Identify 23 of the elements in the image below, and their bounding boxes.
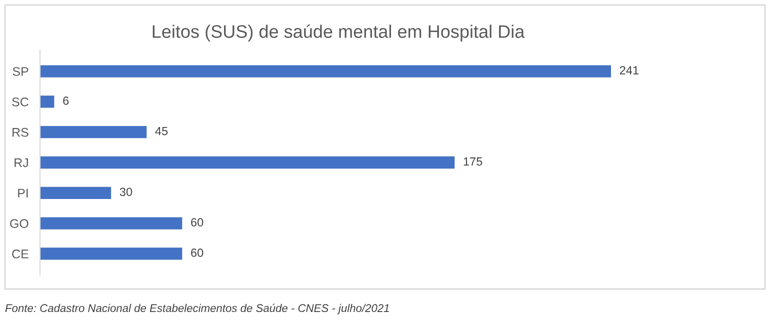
bar bbox=[40, 96, 54, 108]
y-tick-label: SP bbox=[12, 67, 28, 76]
bar bbox=[40, 126, 147, 138]
bar bbox=[40, 217, 182, 230]
y-tick-label: RJ bbox=[14, 158, 28, 168]
data-label: 60 bbox=[191, 218, 204, 226]
y-tick-label: PI bbox=[18, 188, 28, 198]
data-label: 45 bbox=[155, 127, 168, 136]
y-tick-label: RS bbox=[12, 128, 28, 137]
bar bbox=[40, 248, 182, 260]
data-label: 6 bbox=[63, 96, 69, 105]
y-tick-label: SC bbox=[12, 97, 28, 106]
bar bbox=[40, 156, 455, 169]
data-label: 241 bbox=[620, 66, 638, 74]
chart-title: Leitos (SUS) de saúde mental em Hospital Dia bbox=[152, 24, 525, 42]
y-tick-label: GO bbox=[10, 219, 28, 228]
y-tick-label: CE bbox=[12, 250, 28, 258]
bar bbox=[40, 65, 611, 78]
data-label: 175 bbox=[464, 157, 482, 166]
bar bbox=[40, 186, 112, 199]
data-label: 30 bbox=[120, 188, 132, 196]
source-note: Fonte: Cadastro Nacional de Estabelecimentos de Saúde - CNES - julho/2021 bbox=[5, 304, 389, 314]
data-label: 60 bbox=[191, 248, 204, 257]
